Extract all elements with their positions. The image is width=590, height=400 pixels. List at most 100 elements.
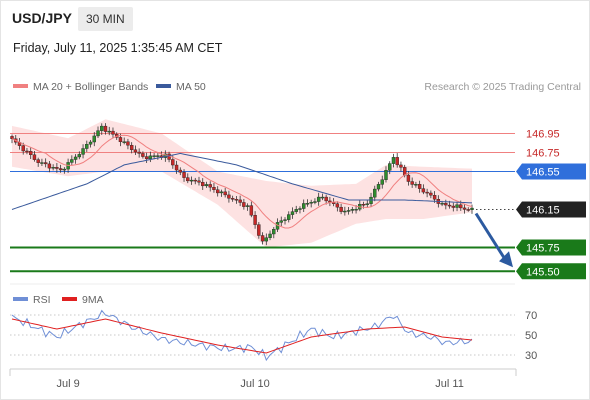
- candle-bearish: [432, 195, 437, 200]
- candle-bearish: [234, 199, 239, 201]
- candle-bullish: [313, 201, 317, 203]
- candle-bullish: [320, 196, 325, 199]
- symbol-title: USD/JPY: [12, 10, 72, 26]
- candle-bearish: [36, 159, 40, 163]
- candle-bullish: [152, 155, 156, 157]
- rsi-series-9ma: [11, 318, 473, 354]
- x-axis-labels: Jul 9 Jul 10 Jul 11: [56, 378, 463, 390]
- candle-bearish: [208, 184, 212, 188]
- forecast-arrow-shaft: [474, 212, 507, 261]
- candle-bearish: [10, 136, 14, 139]
- candle-bearish: [260, 235, 265, 242]
- candle-bearish: [447, 204, 452, 207]
- candle-bullish: [287, 214, 291, 220]
- candle-bearish: [55, 167, 59, 169]
- candle-bearish: [118, 137, 123, 143]
- bollinger-band: [12, 119, 472, 248]
- candle-bullish: [343, 210, 347, 213]
- candle-bearish: [227, 194, 231, 199]
- candle-bullish: [88, 141, 93, 145]
- x-tick-label: Jul 11: [435, 378, 464, 390]
- candle-bullish: [346, 210, 351, 212]
- candle-bearish: [126, 141, 130, 146]
- forecast-arrow-head: [499, 251, 513, 268]
- candle-bearish: [178, 169, 182, 173]
- candle-bullish: [455, 204, 459, 208]
- candle-bullish: [92, 135, 96, 143]
- candle-bullish: [81, 148, 85, 155]
- candle-bullish: [204, 184, 209, 187]
- ma50-line: [11, 152, 473, 210]
- candle-bearish: [339, 206, 343, 212]
- candle-bearish: [182, 172, 186, 178]
- candle-bearish: [230, 198, 235, 200]
- candle-bullish: [316, 196, 321, 202]
- candle-bearish: [361, 204, 366, 206]
- candle-bullish: [305, 203, 310, 205]
- candle-bullish: [40, 162, 44, 164]
- candle-bearish: [406, 174, 411, 182]
- candle-bearish: [43, 162, 48, 165]
- candle-bullish: [290, 211, 295, 215]
- candle-bearish: [429, 192, 433, 196]
- ma50-legend-swatch: [156, 84, 171, 88]
- candle-bearish: [459, 204, 463, 209]
- candle-bullish: [62, 168, 67, 171]
- candle-bullish: [100, 125, 104, 131]
- rsi-tick-70: 70: [525, 310, 537, 322]
- candle-bullish: [365, 203, 369, 205]
- main-price-panel: 146.95 146.75 146.55 146.15 145.75 145.50: [10, 119, 586, 280]
- candle-bearish: [466, 209, 470, 211]
- candle-bullish: [376, 184, 381, 190]
- candle-bearish: [58, 168, 63, 171]
- candle-bullish: [350, 209, 355, 211]
- candle-bearish: [257, 224, 261, 236]
- rsi-ma-legend-swatch: [62, 297, 77, 301]
- candle-bearish: [399, 164, 403, 168]
- candle-bullish: [107, 130, 111, 133]
- candle-bearish: [133, 149, 138, 153]
- rsi-panel: 70 50 30: [10, 309, 537, 362]
- candle-bullish: [148, 155, 153, 160]
- candle-bearish: [238, 199, 242, 203]
- ma20-legend-label: MA 20 + Bollinger Bands: [33, 81, 148, 93]
- candle-bullish: [70, 159, 74, 163]
- candle-bearish: [324, 196, 328, 202]
- level-tag-146.55: [516, 163, 586, 180]
- candle-bullish: [388, 163, 392, 171]
- copyright-text: Research © 2025 Trading Central: [424, 81, 581, 93]
- candle-bullish: [245, 205, 250, 207]
- candle-bullish: [272, 229, 276, 235]
- x-tick-label: Jul 10: [240, 378, 269, 390]
- candle-bearish: [47, 163, 52, 169]
- level-label-146.75: 146.75: [526, 148, 560, 160]
- candle-bullish: [470, 207, 474, 210]
- candle-bullish: [264, 237, 269, 242]
- candle-bearish: [197, 180, 201, 183]
- rsi-tick-50: 50: [525, 330, 537, 342]
- candle-bearish: [137, 151, 141, 154]
- rsi-tick-30: 30: [525, 350, 537, 362]
- level-tag-146.15: [516, 201, 586, 218]
- candle-bullish: [268, 233, 272, 238]
- candle-bearish: [171, 159, 175, 166]
- candle-bearish: [212, 187, 216, 190]
- candle-bullish: [85, 144, 89, 149]
- candle-bearish: [32, 154, 37, 160]
- candle-bullish: [373, 188, 377, 198]
- candle-bullish: [77, 154, 82, 158]
- level-label-145.50: 145.50: [526, 266, 560, 278]
- candle-bullish: [298, 208, 302, 210]
- x-tick-label: Jul 9: [56, 378, 79, 390]
- candle-bearish: [193, 179, 197, 182]
- candle-bullish: [384, 170, 388, 180]
- candle-bearish: [28, 151, 33, 155]
- candle-bullish: [302, 203, 306, 209]
- interval-button[interactable]: 30 MIN: [78, 7, 133, 31]
- candle-bullish: [380, 179, 384, 185]
- candle-bearish: [249, 205, 254, 216]
- candle-bullish: [156, 155, 160, 157]
- candle-bearish: [215, 189, 220, 194]
- candle-bearish: [129, 145, 134, 150]
